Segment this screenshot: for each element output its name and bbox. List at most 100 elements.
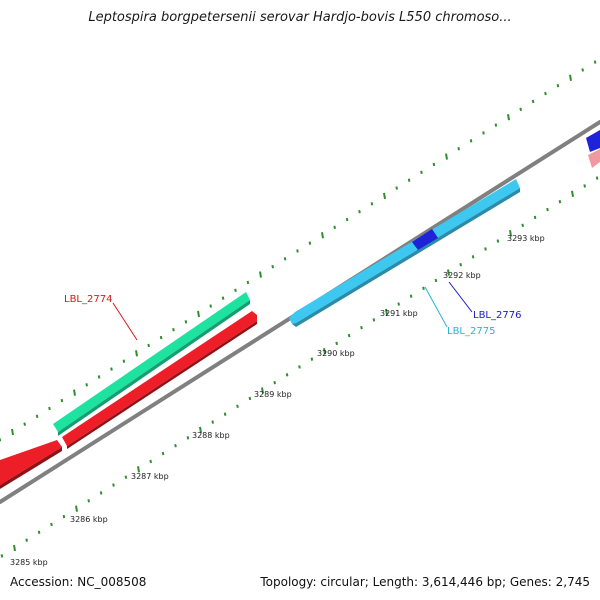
tick-mark xyxy=(569,74,572,82)
tick-mark xyxy=(246,280,250,285)
gene-pink-right-feature[interactable] xyxy=(588,149,600,168)
tick-mark xyxy=(172,327,175,332)
kbp-label: 3293 kbp xyxy=(507,234,545,243)
tick-mark xyxy=(459,262,462,267)
tick-mark xyxy=(62,514,66,519)
kbp-label: 3288 kbp xyxy=(192,431,230,440)
tick-mark xyxy=(186,436,190,440)
tick-mark xyxy=(358,209,361,214)
tick-mark xyxy=(35,414,39,418)
tick-mark xyxy=(558,200,562,204)
tick-mark xyxy=(283,257,287,261)
tick-mark xyxy=(546,207,549,212)
tick-mark xyxy=(11,428,14,436)
map-title: Leptospira borgpetersenii serovar Hardjo… xyxy=(88,10,512,25)
tick-mark xyxy=(310,357,314,361)
accession-text: Accession: NC_008508 xyxy=(10,575,147,589)
tick-mark xyxy=(308,241,312,245)
kbp-label: 3291 kbp xyxy=(380,309,418,318)
kbp-label: 3287 kbp xyxy=(131,472,169,481)
tick-mark xyxy=(593,60,597,64)
tick-mark xyxy=(595,176,599,180)
tick-mark xyxy=(484,247,487,251)
gene-red-left-feature[interactable] xyxy=(0,440,62,485)
tick-mark xyxy=(147,343,150,348)
tick-mark xyxy=(531,99,535,104)
tick-mark xyxy=(223,412,227,416)
tick-mark xyxy=(397,302,400,306)
tick-mark xyxy=(434,278,438,283)
tick-mark xyxy=(122,359,126,363)
tick-mark xyxy=(261,387,264,394)
tick-mark xyxy=(149,459,152,464)
tick-mark xyxy=(234,288,237,293)
tick-mark xyxy=(494,123,498,127)
tick-mark xyxy=(75,505,78,512)
tick-mark xyxy=(37,530,41,534)
tick-mark xyxy=(211,420,214,424)
gene-red-feature[interactable] xyxy=(62,311,257,446)
topology-summary: Topology: circular; Length: 3,614,446 bp… xyxy=(260,575,590,589)
tick-mark xyxy=(159,335,163,340)
gene-lbl-2774[interactable] xyxy=(53,292,250,436)
tick-mark xyxy=(469,139,473,143)
tick-mark xyxy=(221,296,225,300)
tick-mark xyxy=(296,249,299,253)
tick-mark xyxy=(556,84,560,88)
kbp-label: 3290 kbp xyxy=(317,349,355,358)
tick-mark xyxy=(507,114,510,121)
tick-mark xyxy=(99,491,103,495)
tick-mark xyxy=(135,350,138,357)
tick-mark xyxy=(333,225,336,230)
tick-mark xyxy=(73,389,76,396)
tick-mark xyxy=(209,304,212,308)
tick-mark xyxy=(409,294,413,298)
tick-mark xyxy=(174,443,177,448)
tick-mark xyxy=(60,398,64,403)
tick-mark xyxy=(521,223,524,228)
tick-mark xyxy=(370,202,374,206)
tick-mark xyxy=(519,107,522,112)
tick-mark xyxy=(271,265,274,269)
gene-red-forward[interactable] xyxy=(62,311,257,449)
tick-mark xyxy=(447,269,450,276)
gene-red-left[interactable] xyxy=(0,440,62,489)
gene-lbl-2775[interactable] xyxy=(289,179,520,327)
tick-mark xyxy=(323,348,326,355)
inner-tick-track xyxy=(0,176,599,558)
tick-mark xyxy=(372,318,376,322)
tick-mark xyxy=(509,230,512,237)
gene-pink-right[interactable] xyxy=(588,149,600,168)
tick-mark xyxy=(471,255,475,259)
tick-mark xyxy=(544,91,547,96)
tick-mark xyxy=(345,217,349,222)
tick-mark xyxy=(85,383,88,387)
gene-blue-right[interactable] xyxy=(586,130,600,152)
tick-mark xyxy=(360,325,363,330)
tick-mark xyxy=(321,232,324,239)
tick-mark xyxy=(50,522,53,527)
tick-mark xyxy=(395,186,398,190)
tick-mark xyxy=(571,190,574,198)
kbp-label: 3292 kbp xyxy=(443,271,481,280)
tick-mark xyxy=(298,365,301,369)
gene-lbl-2776-feature[interactable] xyxy=(412,229,438,250)
tick-mark xyxy=(110,367,113,371)
gene-blue-right-feature[interactable] xyxy=(586,130,600,152)
tick-mark xyxy=(184,320,188,324)
tick-mark xyxy=(457,146,460,151)
tick-mark xyxy=(25,538,28,542)
gene-label-lbl-2774: LBL_2774 xyxy=(64,294,112,305)
gene-lbl-2776[interactable] xyxy=(412,229,438,250)
tick-mark xyxy=(422,286,425,290)
gene-lbl-2774-feature[interactable] xyxy=(53,292,250,432)
gene-lbl-2775-feature[interactable] xyxy=(289,179,520,324)
tick-mark xyxy=(445,153,448,160)
tick-mark xyxy=(533,215,537,220)
tick-mark xyxy=(236,404,239,409)
tick-mark xyxy=(87,499,90,503)
tick-mark xyxy=(383,192,386,200)
tick-mark xyxy=(199,426,202,434)
kbp-label: 3285 kbp xyxy=(10,558,48,567)
